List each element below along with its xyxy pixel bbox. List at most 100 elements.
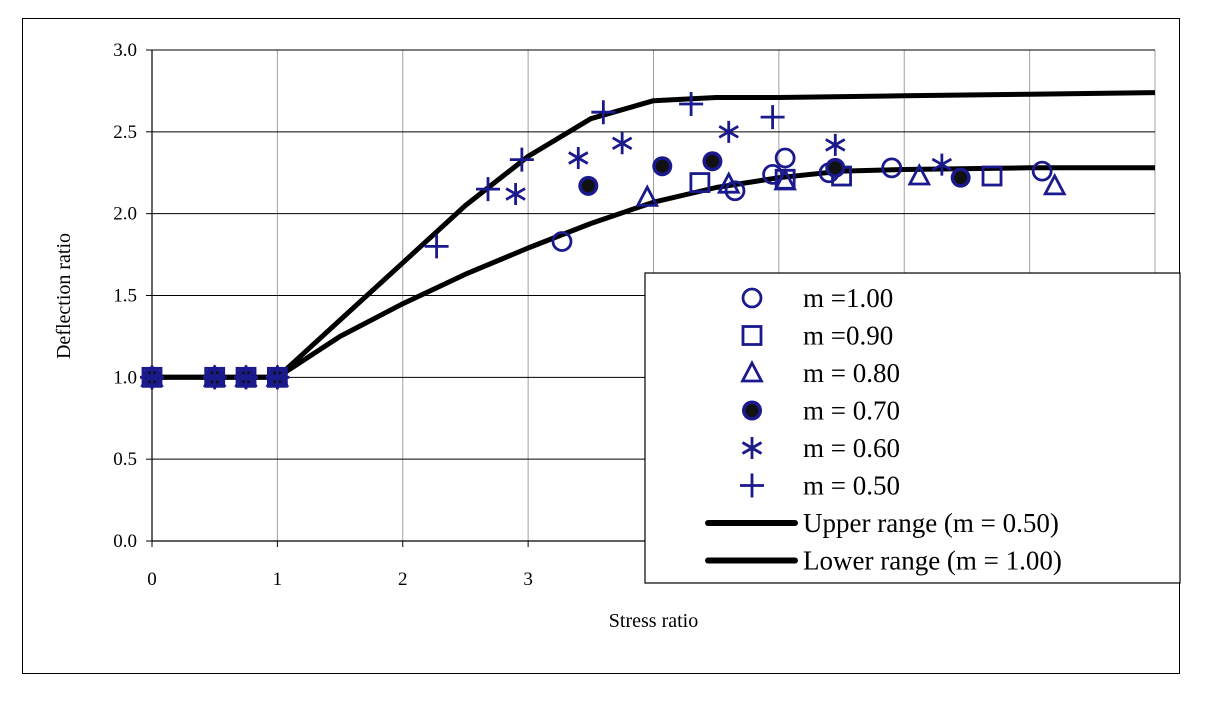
filled-circle-point [652,156,673,177]
marker-core [745,404,759,417]
y-tick-label: 2.5 [113,122,137,143]
y-tick-label: 0.5 [113,449,137,470]
asterisk-point [718,120,739,143]
marker-shape [774,147,796,169]
x-axis-title: Stress ratio [609,610,698,632]
asterisk-point [568,147,589,170]
marker-shape [724,180,746,202]
marker-shape [931,153,953,176]
y-tick-label: 1.5 [113,286,137,307]
marker-shape [881,157,903,179]
marker-shape [741,287,763,309]
marker-shape [551,231,573,252]
triangle-point [1042,172,1067,196]
marker-shape [679,92,704,117]
circle-point [762,163,784,185]
plus-point [265,365,290,390]
y-tick-label: 3.0 [113,40,137,61]
marker-shape [981,165,1003,187]
plus-point [509,147,534,172]
filled-circle-point [702,151,723,172]
legend-item-5: m = 0.60 [803,433,900,463]
legend-marker [741,287,763,309]
marker-shape [509,147,534,172]
marker-shape [689,172,711,193]
plus-point [140,365,164,390]
marker-shape [635,184,660,207]
marker-core [705,154,719,168]
marker-shape [907,163,932,186]
plus-point [476,177,501,202]
x-tick-label: 1 [273,569,283,590]
triangle-point [907,163,932,186]
triangle-point [773,167,797,191]
legend-item-6: m = 0.50 [803,471,900,501]
circle-point [881,157,903,179]
marker-shape [1031,160,1053,182]
marker-shape [741,325,763,346]
legend-item-1: m =1.00 [803,283,893,313]
asterisk-point [611,132,633,155]
legend-marker [741,437,763,459]
x-tick-label: 0 [147,569,157,590]
square-point [981,165,1003,187]
x-tick-label: 2 [398,569,408,590]
x-tick-label: 3 [523,569,533,590]
legend-item-2: m =0.90 [803,321,893,351]
marker-shape [1042,172,1067,196]
plus-point [591,100,616,125]
marker-shape [741,437,763,459]
triangle-point [635,184,660,207]
legend-marker [740,473,764,498]
y-axis-title: Deflection ratio [53,233,75,359]
y-tick-label: 1.0 [113,367,137,388]
marker-core [828,161,842,175]
legend-item-3: m = 0.80 [803,358,900,388]
plus-point [234,365,259,390]
circle-point [774,147,796,169]
marker-shape [716,171,741,194]
lower-range-curve [152,165,1155,380]
plus-point [424,234,449,259]
legend-marker [741,325,763,346]
marker-shape [740,473,764,498]
asterisk-point [825,133,846,156]
y-tick-label: 2.0 [113,204,137,225]
asterisk-point [931,153,953,176]
marker-shape [740,360,764,383]
marker-shape [424,234,449,259]
y-tick-label: 0.0 [113,531,137,552]
marker-shape [202,365,227,390]
legend-marker [742,400,762,421]
marker-shape [825,133,846,156]
marker-shape [505,183,526,206]
square-point [689,172,711,193]
marker-shape [140,365,164,390]
marker-shape [265,365,290,390]
legend-box [644,272,1181,584]
triangle-point [716,171,741,194]
marker-shape [773,167,797,191]
upper-range-curve [152,90,1156,380]
asterisk-point [505,183,526,206]
legend-item-8: Lower range (m = 1.00) [803,546,1062,576]
marker-shape [234,365,259,390]
marker-shape [476,177,501,202]
marker-shape [568,147,589,170]
marker-shape [591,100,616,125]
legend-marker [740,360,764,383]
filled-circle-point [578,175,599,196]
marker-shape [762,163,784,185]
marker-shape [718,120,739,143]
legend-item-7: Upper range (m = 0.50) [803,508,1059,538]
legend-item-4: m = 0.70 [803,396,900,426]
circle-point [724,180,746,202]
plus-point [202,365,227,390]
filled-circle-point [825,157,846,178]
marker-core [581,179,595,193]
marker-core [655,159,669,173]
circle-point [551,231,573,252]
plus-point [679,92,704,117]
filled-circle-point [950,167,971,188]
